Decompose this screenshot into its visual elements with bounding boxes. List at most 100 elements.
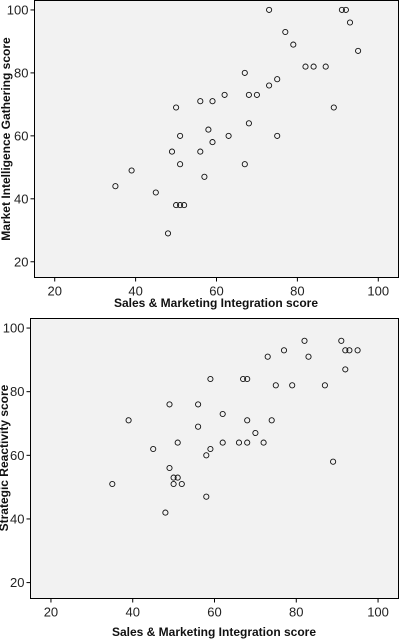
chart-top-svg: 20 40 60 80 100 20 40 60 80 100 Sales & Marketin… xyxy=(0,0,399,310)
chart-bottom-data-point xyxy=(150,445,157,453)
chart-top-data-point xyxy=(346,19,354,26)
chart-bottom-y-axis-title: Strategic Reactivity score xyxy=(0,384,11,531)
chart-bottom-data-point xyxy=(125,417,132,424)
chart-bottom-data-point xyxy=(252,429,259,437)
chart-top-data-point xyxy=(274,76,281,83)
chart-top-data-point xyxy=(177,132,184,139)
chart-bottom-x-tick-label: 40 xyxy=(125,605,139,620)
chart-bottom-y-tick-label: 40 xyxy=(10,511,24,526)
chart-top-y-tick-label: 40 xyxy=(14,191,28,206)
chart-top-data-point xyxy=(181,202,188,209)
chart-top-data-point xyxy=(201,173,208,180)
chart-top-data-point xyxy=(112,183,119,190)
chart-bottom-data-point xyxy=(244,417,251,424)
chart-top-data-point xyxy=(355,47,362,54)
chart-bottom-data-point xyxy=(338,337,345,344)
chart-bottom-plot-area xyxy=(30,318,399,599)
chart-bottom-data-point xyxy=(305,353,312,360)
chart-top-data-point xyxy=(241,69,248,76)
chart-top-y-tick-label: 100 xyxy=(7,2,29,17)
chart-top-data-point xyxy=(330,104,337,111)
chart-bottom-y-tick-label: 80 xyxy=(10,384,24,399)
chart-bottom-data-point xyxy=(170,480,177,488)
chart-top-y-tick-label: 20 xyxy=(14,254,28,269)
chart-top-data-point xyxy=(177,202,184,209)
chart-bottom-x-tick-label: 20 xyxy=(44,605,58,620)
chart-top-data-point xyxy=(310,63,317,70)
chart-top-data-point xyxy=(152,189,159,196)
chart-top-data-point xyxy=(173,104,180,111)
chart-top-data-point xyxy=(266,6,273,13)
chart-bottom-y-tick-label: 60 xyxy=(10,448,24,463)
chart-bottom-data-point xyxy=(166,464,173,472)
chart-top-data-point xyxy=(128,167,135,174)
chart-bottom-data-point xyxy=(272,382,279,389)
chart-bottom-panel: 20 40 60 80 100 20 40 60 80 100 Sales & Marketin… xyxy=(0,318,400,639)
chart-bottom-data-point xyxy=(244,439,251,446)
chart-bottom-data-point xyxy=(109,480,116,488)
chart-bottom-x-tick-label: 80 xyxy=(289,605,303,620)
chart-bottom-points xyxy=(109,337,361,516)
chart-top-data-point xyxy=(241,161,248,168)
chart-top-data-point xyxy=(197,98,204,105)
chart-bottom-data-point xyxy=(346,347,353,354)
chart-top-data-point xyxy=(274,132,281,139)
chart-top-x-tick-label: 60 xyxy=(209,284,223,299)
chart-top-data-point xyxy=(322,63,329,70)
chart-top-x-tick-label: 80 xyxy=(290,284,304,299)
chart-bottom-data-point xyxy=(321,382,328,389)
chart-bottom-x-tick-label: 60 xyxy=(207,605,221,620)
chart-top-x-tick-label: 20 xyxy=(47,284,61,299)
chart-bottom-data-point xyxy=(174,474,181,481)
chart-top-panel: 20 40 60 80 100 20 40 60 80 100 Sales & Marketin… xyxy=(0,0,399,310)
chart-bottom-data-point xyxy=(342,366,349,373)
chart-bottom-data-point xyxy=(207,375,214,383)
chart-bottom-data-point xyxy=(268,417,275,424)
chart-top-y-axis-title: Market Intelligence Gathering score xyxy=(0,37,13,241)
chart-top-data-point xyxy=(225,132,232,139)
chart-top-data-point xyxy=(282,28,289,36)
chart-top-data-point xyxy=(245,120,252,127)
chart-bottom-x-ticks: 20 40 60 80 100 xyxy=(44,598,389,620)
chart-bottom-data-point xyxy=(203,493,210,500)
chart-bottom-data-point xyxy=(162,509,169,516)
chart-bottom-y-tick-label: 20 xyxy=(10,575,24,590)
chart-bottom-data-point xyxy=(260,439,267,446)
chart-bottom-data-point xyxy=(170,474,177,481)
chart-top-x-tick-label: 40 xyxy=(128,284,142,299)
chart-top-points xyxy=(112,6,362,237)
chart-bottom-data-point xyxy=(219,410,226,418)
chart-bottom-y-ticks: 20 40 60 80 100 xyxy=(3,321,31,590)
chart-top-data-point xyxy=(266,82,273,89)
chart-top-data-point xyxy=(302,63,309,70)
chart-bottom-data-point xyxy=(301,337,308,344)
chart-bottom-data-point xyxy=(342,347,349,354)
chart-bottom-x-tick-label: 100 xyxy=(367,605,389,620)
chart-top-y-tick-label: 60 xyxy=(14,128,28,143)
chart-bottom-y-tick-label: 100 xyxy=(3,321,25,336)
chart-bottom-data-point xyxy=(195,401,202,408)
chart-top-data-point xyxy=(290,41,297,48)
chart-bottom-data-point xyxy=(174,439,181,446)
chart-top-x-axis-title: Sales & Marketing Integration score xyxy=(114,296,318,310)
chart-top-data-point xyxy=(164,230,172,237)
chart-bottom-data-point xyxy=(289,382,296,389)
chart-bottom-data-point xyxy=(264,353,271,360)
chart-top-x-tick-label: 100 xyxy=(367,284,389,299)
chart-bottom-data-point xyxy=(244,375,251,383)
chart-bottom-data-point xyxy=(219,439,226,446)
chart-top-data-point xyxy=(338,6,345,13)
chart-top-data-point xyxy=(173,202,180,209)
chart-top-y-tick-label: 80 xyxy=(14,65,28,80)
chart-bottom-data-point xyxy=(203,452,210,459)
chart-bottom-x-axis-title: Sales & Marketing Integration score xyxy=(112,625,316,639)
chart-top-plot-area xyxy=(34,0,399,278)
chart-bottom-svg: 20 40 60 80 100 20 40 60 80 100 Sales & Marketin… xyxy=(0,318,399,639)
chart-top-data-point xyxy=(221,91,228,98)
chart-bottom-data-point xyxy=(235,439,243,446)
chart-top-data-point xyxy=(253,91,260,98)
chart-top-data-point xyxy=(197,148,204,155)
chart-top-data-point xyxy=(168,148,176,155)
chart-top-data-point xyxy=(342,6,349,13)
chart-bottom-data-point xyxy=(195,423,202,430)
